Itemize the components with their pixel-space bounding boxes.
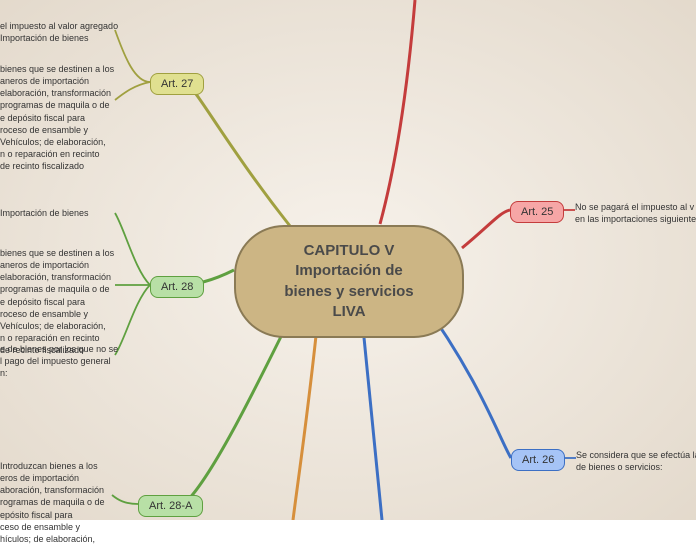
textblock-art25-0: No se pagará el impuesto al ven las impo… xyxy=(575,201,696,225)
textblock-art27-0: el impuesto al valor agregadoImportación… xyxy=(0,20,120,44)
textblock-art28a-0: Introduzcan bienes a loseros de importac… xyxy=(0,460,120,545)
textblock-art26-0: Se considera que se efectúa lade bienes … xyxy=(576,449,696,473)
node-art28[interactable]: Art. 28 xyxy=(150,276,204,298)
textblock-art28-0: Importación de bienes xyxy=(0,207,120,219)
textblock-art28-1: bienes que se destinen a losaneros de im… xyxy=(0,247,120,356)
node-art25[interactable]: Art. 25 xyxy=(510,201,564,223)
node-art26[interactable]: Art. 26 xyxy=(511,449,565,471)
node-art28a[interactable]: Art. 28-A xyxy=(138,495,203,517)
textblock-art28-2: e de bienes por los que no sel pago del … xyxy=(0,343,120,379)
textblock-art27-1: bienes que se destinen a losaneros de im… xyxy=(0,63,120,172)
center-node[interactable]: CAPITULO VImportación debienes y servici… xyxy=(234,225,464,338)
node-art27[interactable]: Art. 27 xyxy=(150,73,204,95)
